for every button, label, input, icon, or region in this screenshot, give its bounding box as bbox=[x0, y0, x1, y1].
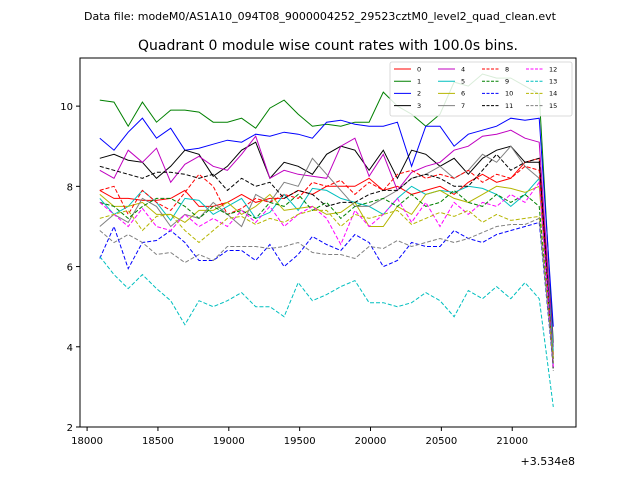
legend-label-10: 10 bbox=[505, 90, 513, 98]
y-axis: 2 4 6 8 10 bbox=[60, 102, 80, 434]
legend-label-2: 2 bbox=[417, 90, 421, 98]
legend-label-1: 1 bbox=[417, 78, 421, 86]
series-line-15 bbox=[99, 217, 554, 363]
legend-label-7: 7 bbox=[461, 102, 465, 110]
x-tick-label: 20500 bbox=[425, 436, 457, 447]
y-tick-label: 4 bbox=[67, 343, 73, 354]
chart-title: Quadrant 0 module wise count rates with … bbox=[138, 38, 518, 54]
series-line-3 bbox=[99, 141, 554, 359]
legend-label-0: 0 bbox=[417, 65, 421, 73]
chart-supertitle: Data file: modeM0/AS1A10_094T08_90000042… bbox=[84, 10, 557, 23]
series-line-13 bbox=[99, 256, 554, 407]
legend-label-12: 12 bbox=[549, 65, 557, 73]
y-tick-label: 6 bbox=[67, 263, 73, 274]
x-tick-label: 18000 bbox=[71, 436, 103, 447]
legend-label-14: 14 bbox=[549, 90, 557, 98]
series-line-14 bbox=[99, 209, 554, 363]
series-line-2 bbox=[99, 117, 554, 327]
x-tick-label: 18500 bbox=[142, 436, 174, 447]
x-tick-label: 19500 bbox=[284, 436, 316, 447]
legend-label-15: 15 bbox=[549, 102, 557, 110]
series-line-12 bbox=[99, 180, 554, 367]
series-line-10 bbox=[99, 221, 554, 367]
legend-label-11: 11 bbox=[505, 102, 513, 110]
series-line-7 bbox=[99, 145, 554, 363]
legend-label-8: 8 bbox=[505, 65, 509, 73]
legend-label-13: 13 bbox=[549, 78, 557, 86]
x-axis: 18000 18500 19000 19500 20000 20500 21000 bbox=[71, 427, 528, 447]
series-line-6 bbox=[99, 185, 554, 359]
legend-label-4: 4 bbox=[461, 65, 465, 73]
x-tick-label: 21000 bbox=[496, 436, 528, 447]
y-tick-label: 10 bbox=[60, 102, 73, 113]
x-offset-label: +3.534e8 bbox=[521, 455, 575, 468]
series-line-8 bbox=[99, 165, 554, 367]
series-line-4 bbox=[99, 129, 554, 347]
series-line-0 bbox=[99, 157, 554, 355]
series-line-11 bbox=[99, 153, 554, 371]
plot-frame bbox=[79, 57, 577, 428]
legend-box bbox=[389, 61, 573, 117]
x-tick-label: 19000 bbox=[213, 436, 245, 447]
legend-label-6: 6 bbox=[461, 90, 465, 98]
y-tick-label: 8 bbox=[67, 182, 73, 193]
legend-label-3: 3 bbox=[417, 102, 421, 110]
series-line-9 bbox=[99, 189, 554, 363]
y-tick-label: 2 bbox=[67, 423, 73, 434]
plot-area: 18000 18500 19000 19500 20000 20500 21000 2 4 6 8… bbox=[60, 57, 577, 468]
x-tick-label: 20000 bbox=[355, 436, 387, 447]
legend-label-9: 9 bbox=[505, 78, 509, 86]
legend-label-5: 5 bbox=[461, 78, 465, 86]
series-layer bbox=[99, 73, 554, 407]
series-line-5 bbox=[99, 177, 554, 351]
